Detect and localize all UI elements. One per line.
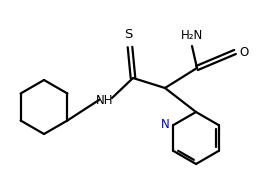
Text: N: N	[161, 118, 170, 132]
Text: S: S	[124, 28, 132, 41]
Text: O: O	[239, 45, 248, 59]
Text: NH: NH	[96, 93, 114, 107]
Text: H₂N: H₂N	[181, 29, 203, 42]
